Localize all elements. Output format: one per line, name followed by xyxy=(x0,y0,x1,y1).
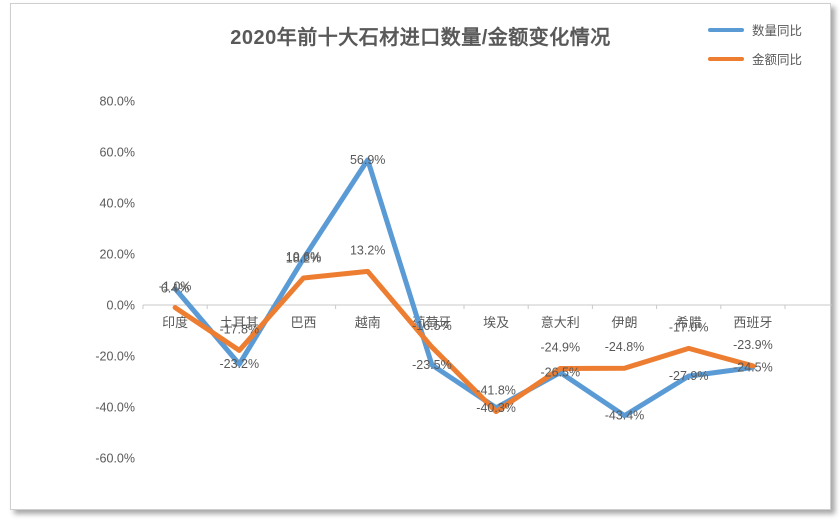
y-axis-label: -60.0% xyxy=(95,452,135,466)
y-axis-label: 60.0% xyxy=(100,146,135,160)
quantity-data-label: -40.3% xyxy=(476,401,516,415)
quantity-data-label: -23.2% xyxy=(219,357,259,371)
y-axis-label: -40.0% xyxy=(95,401,135,415)
y-axis-label: 40.0% xyxy=(100,197,135,211)
x-axis-label: 伊朗 xyxy=(611,315,637,330)
x-axis-label: 希腊 xyxy=(676,315,702,330)
amount-data-label: -17.8% xyxy=(219,322,259,336)
chart-title: 2020年前十大石材进口数量/金额变化情况 xyxy=(230,27,611,49)
amount-data-label: -16.5% xyxy=(412,319,452,333)
amount-series-line xyxy=(172,268,756,415)
x-axis-label: 埃及 xyxy=(483,315,509,330)
x-axis-label: 印度 xyxy=(162,315,188,330)
amount-data-label: -17.0% xyxy=(669,320,709,334)
x-axis-label: 巴西 xyxy=(290,315,316,330)
legend-label-quantity: 数量同比 xyxy=(751,24,802,38)
amount-data-label: 13.2% xyxy=(350,243,385,257)
quantity-data-label: -27.9% xyxy=(669,369,709,383)
legend: 数量同比 金额同比 xyxy=(707,20,802,68)
x-axis-label: 西班牙 xyxy=(733,315,772,330)
x-axis-label: 越南 xyxy=(355,315,381,330)
quantity-data-label: 18.2% xyxy=(286,252,321,266)
legend-item-amount: 金额同比 xyxy=(707,49,802,68)
quantity-line-swatch-icon xyxy=(707,27,744,32)
y-axis-label: -20.0% xyxy=(95,350,135,364)
quantity-data-label: -43.4% xyxy=(605,409,645,423)
quantity-data-label: -24.5% xyxy=(733,360,773,374)
quantity-data-label: 56.9% xyxy=(350,153,385,167)
x-axis-label: 土耳其 xyxy=(220,315,259,330)
line-chart: 80.0% 60.0% 40.0% 20.0% 0.0% -20.0% -40.0% -60.… xyxy=(95,95,832,466)
x-axis-label: 意大利 xyxy=(541,315,580,330)
amount-data-label: -1.0% xyxy=(159,280,192,294)
amount-data-label: -24.9% xyxy=(540,340,580,354)
quantity-data-label: -26.5% xyxy=(540,366,580,380)
legend-item-quantity: 数量同比 xyxy=(707,20,802,39)
quantity-data-label: 6.4% xyxy=(161,282,190,296)
amount-data-label: -41.8% xyxy=(476,384,516,398)
amount-data-label: -24.8% xyxy=(605,340,645,354)
amount-data-label: -23.9% xyxy=(733,338,773,352)
amount-line-swatch-icon xyxy=(707,56,744,61)
amount-data-label: 10.6% xyxy=(286,250,321,264)
quantity-data-label: -23.5% xyxy=(412,358,452,372)
legend-label-amount: 金额同比 xyxy=(751,53,802,67)
chart-card: 2020年前十大石材进口数量/金额变化情况 数量同比 金额同比 80.0% 60.… xyxy=(10,3,832,510)
y-axis-label: 20.0% xyxy=(100,248,135,262)
y-axis-label: 0.0% xyxy=(107,299,136,313)
y-axis-label: 80.0% xyxy=(100,95,135,109)
